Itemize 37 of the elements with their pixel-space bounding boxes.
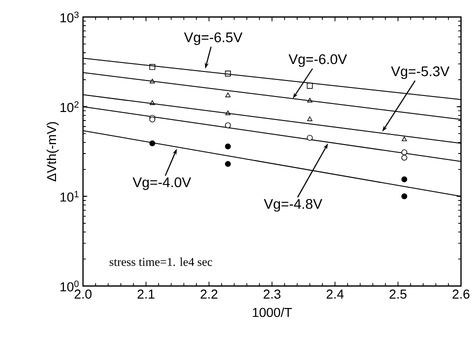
x-tick-label: 2.0 <box>74 290 92 299</box>
point <box>307 98 312 103</box>
y-tick-label: 10$^{3}$ <box>60 12 79 22</box>
x-tick-label: 2.2 <box>200 290 218 299</box>
y-axis-title: ΔVth(-mV) <box>46 122 59 182</box>
annotation: Vg=-6.5V <box>184 32 242 46</box>
point <box>149 64 156 70</box>
point <box>402 136 407 142</box>
y-tick-label: 10$^{1}$ <box>60 190 79 202</box>
point <box>224 122 231 128</box>
point <box>224 70 231 76</box>
annotation: Vg=-5.3V <box>391 66 450 79</box>
point <box>306 82 313 89</box>
point <box>225 110 230 116</box>
y-tick-label: 10$^{2}$ <box>60 101 79 112</box>
annotation: stress time=1. le4 sec <box>110 258 212 266</box>
point <box>401 193 408 200</box>
point <box>306 134 313 141</box>
x-tick-label: 2.4 <box>326 290 344 299</box>
x-tick-label: 2.3 <box>264 290 280 299</box>
x-tick-label: 2.1 <box>138 290 154 299</box>
point <box>401 176 408 182</box>
annotation: Vg=-4.0V <box>132 177 192 190</box>
point <box>401 149 408 156</box>
point <box>224 160 231 167</box>
annotation: Vg=-6.0V <box>288 54 348 67</box>
point <box>225 92 230 98</box>
point <box>150 100 155 105</box>
point <box>307 116 312 122</box>
annotation: Vg=-4.8V <box>264 199 322 212</box>
x-tick-label: 2.5 <box>390 290 406 299</box>
point <box>150 78 155 84</box>
point <box>401 154 408 161</box>
point <box>224 144 231 150</box>
x-axis-title: 1000/T <box>252 308 292 318</box>
x-tick-label: 2.6 <box>452 290 470 299</box>
point <box>149 140 156 146</box>
